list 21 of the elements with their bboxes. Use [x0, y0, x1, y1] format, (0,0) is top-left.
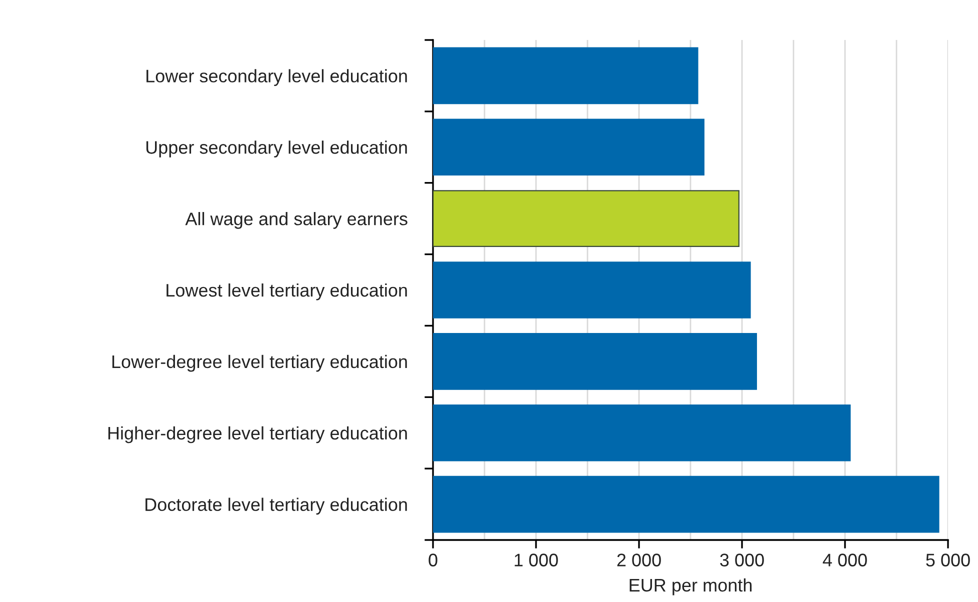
bar — [433, 404, 851, 462]
x-tick-label: 2 000 — [617, 554, 661, 566]
y-tick-label: Lower-degree level tertiary education — [112, 354, 407, 372]
bar — [433, 190, 740, 247]
y-tick-label: Upper secondary level education — [146, 140, 407, 158]
y-tick-label: Higher-degree level tertiary education — [108, 426, 407, 444]
x-tick-label: 3 000 — [720, 554, 764, 566]
bar — [433, 118, 704, 176]
y-tick-label: All wage and salary earners — [185, 212, 408, 229]
x-tick-label: 0 — [428, 554, 438, 566]
x-axis-title: EUR per month — [630, 578, 752, 596]
x-tick-label: 4 000 — [822, 554, 867, 566]
y-tick-label: Doctorate level tertiary education — [146, 498, 407, 515]
y-tick-label: Lower secondary level education — [146, 69, 407, 86]
bar — [433, 476, 940, 533]
x-tick-label: 1 000 — [514, 554, 558, 566]
x-tick-label: 5 000 — [926, 554, 970, 566]
bar — [433, 333, 757, 390]
y-tick-label: Lowest level tertiary education — [166, 283, 407, 300]
bar — [433, 47, 698, 104]
bar — [433, 262, 751, 318]
